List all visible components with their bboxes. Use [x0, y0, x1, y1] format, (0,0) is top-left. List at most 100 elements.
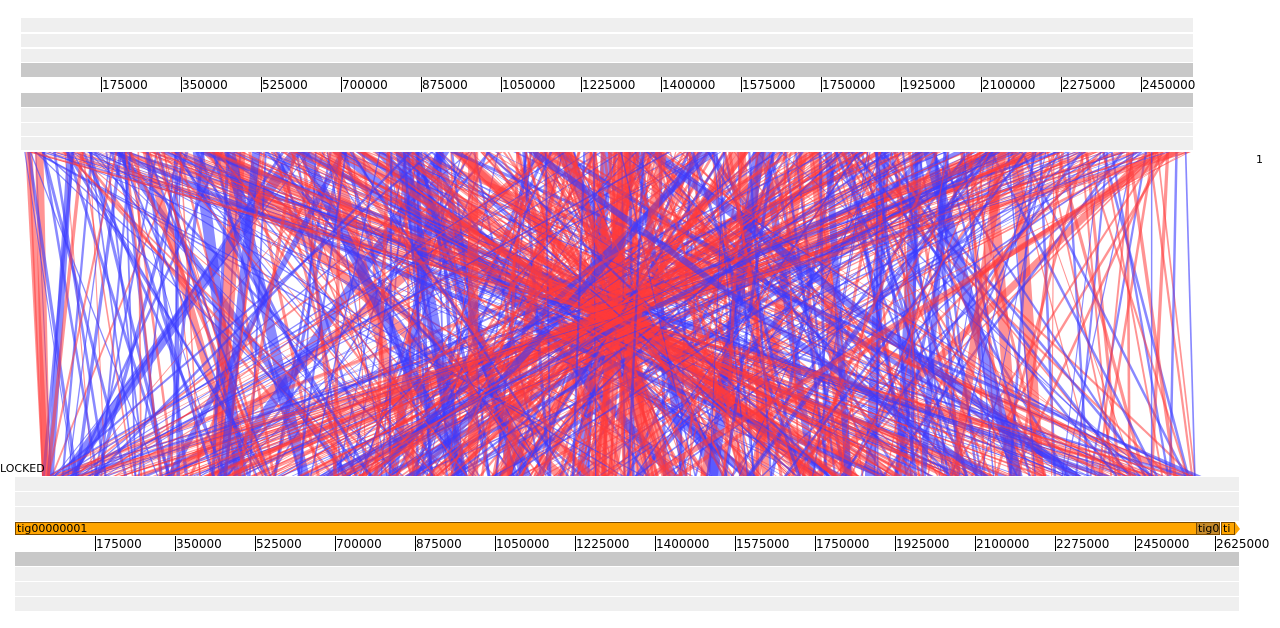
ruler-tick [981, 77, 982, 92]
reverse-link [527, 152, 989, 476]
reverse-link [80, 152, 715, 476]
ruler-tick-label: 1750000 [816, 537, 870, 551]
forward-link [27, 152, 1182, 476]
ruler-tick [421, 77, 422, 92]
ruler-tick [1061, 77, 1062, 92]
ruler-tick-label: 1925000 [902, 78, 956, 92]
reverse-link [92, 152, 349, 476]
reverse-link [65, 152, 269, 476]
reverse-link [41, 152, 99, 476]
ruler-tick-label: 1750000 [822, 78, 876, 92]
forward-link [251, 152, 856, 476]
reverse-link [34, 152, 374, 476]
ruler-tick [255, 536, 256, 551]
forward-link [679, 152, 746, 476]
reverse-link [834, 152, 969, 476]
ruler-tick [495, 536, 496, 551]
forward-link [124, 152, 162, 476]
contig-tig0[interactable]: tig0 [1196, 522, 1220, 535]
ruler-tick [181, 77, 182, 92]
reverse-link [319, 152, 778, 476]
forward-link [64, 152, 93, 476]
ruler-tick-label: 2625000 [1216, 537, 1270, 551]
reverse-link [1061, 152, 1102, 476]
forward-link [217, 152, 469, 476]
forward-link [99, 152, 558, 476]
ruler-tick-label: 350000 [182, 78, 228, 92]
ruler-tick [901, 77, 902, 92]
forward-link [46, 152, 84, 476]
reverse-link [951, 152, 1037, 476]
forward-link [552, 152, 1191, 476]
bottom-sequence-bar[interactable] [15, 552, 1239, 566]
forward-link [280, 152, 898, 476]
reverse-link [65, 152, 171, 476]
bottom-track-band [15, 597, 1239, 611]
top-sequence-bar[interactable] [21, 93, 1193, 107]
reverse-link [571, 152, 586, 476]
ruler-tick-label: 2100000 [982, 78, 1036, 92]
ruler-tick-label: 525000 [262, 78, 308, 92]
top-genome-label: 1 [1256, 153, 1263, 166]
contig-tig00000001[interactable]: tig00000001 [15, 522, 1197, 535]
reverse-link [449, 152, 889, 476]
top-track-band [21, 18, 1193, 32]
reverse-link [70, 152, 285, 476]
ruler-tick-label: 1225000 [576, 537, 630, 551]
reverse-link [709, 152, 725, 476]
reverse-link [302, 152, 1122, 476]
forward-link [654, 152, 748, 476]
forward-link [569, 152, 731, 476]
forward-link [113, 152, 656, 476]
ruler-tick [341, 77, 342, 92]
forward-link [599, 152, 999, 476]
forward-link [1098, 152, 1134, 476]
top-sequence-bar[interactable] [21, 63, 1193, 77]
forward-link [1125, 152, 1131, 476]
reverse-link [24, 152, 75, 476]
reverse-link [219, 152, 261, 476]
forward-link [48, 152, 619, 476]
forward-link [648, 152, 918, 476]
reverse-link [840, 152, 1083, 476]
top-ruler: 175000 350000 525000 700000 875000 1050000 122… [21, 77, 1196, 93]
reverse-link [449, 152, 1202, 476]
ruler-tick-label: 1400000 [656, 537, 710, 551]
ruler-tick [1215, 536, 1216, 551]
contig-ti[interactable]: ti [1221, 522, 1235, 535]
reverse-link [47, 152, 74, 476]
forward-link [343, 152, 692, 476]
reverse-link [212, 152, 302, 476]
forward-link [1102, 152, 1164, 476]
contig-label: tig00000001 [17, 522, 88, 535]
ruler-tick-label: 875000 [422, 78, 468, 92]
ruler-tick [101, 77, 102, 92]
ruler-tick-label: 1050000 [496, 537, 550, 551]
forward-link [1149, 152, 1170, 476]
ruler-tick-label: 2450000 [1142, 78, 1196, 92]
forward-link [177, 152, 267, 476]
reverse-link [75, 152, 123, 476]
forward-link [646, 152, 1180, 476]
reverse-link [53, 152, 1128, 476]
reverse-link [402, 152, 434, 476]
reverse-link [723, 152, 776, 476]
ruler-tick [741, 77, 742, 92]
reverse-link [1089, 152, 1148, 476]
forward-link [227, 152, 799, 476]
forward-link [181, 152, 1014, 476]
forward-link [1148, 152, 1194, 476]
reverse-link [923, 152, 1023, 476]
ruler-tick [735, 536, 736, 551]
reverse-link [87, 152, 1170, 476]
ruler-tick-label: 2275000 [1056, 537, 1110, 551]
ruler-tick [1135, 536, 1136, 551]
ruler-tick-label: 2450000 [1136, 537, 1190, 551]
forward-link [365, 152, 559, 476]
reverse-link [86, 152, 671, 476]
ruler-tick-label: 2275000 [1062, 78, 1116, 92]
ruler-tick [1141, 77, 1142, 92]
forward-link [47, 152, 118, 476]
reverse-link [920, 152, 950, 476]
ruler-tick [415, 536, 416, 551]
